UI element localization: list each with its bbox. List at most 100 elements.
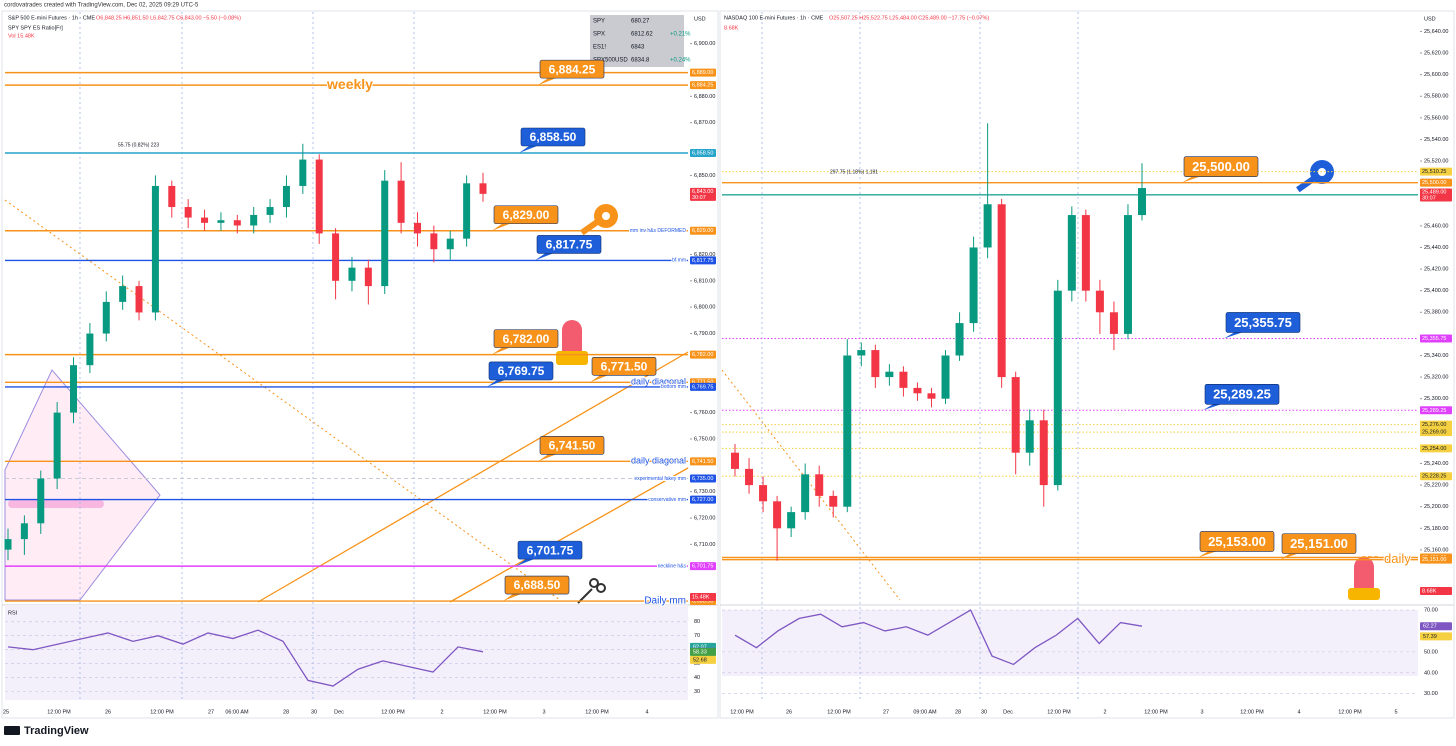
callout-tail <box>538 454 556 462</box>
currency: USD <box>1424 16 1436 22</box>
callout-tail <box>1280 553 1298 560</box>
axis-tag-label: 6,817.75 <box>692 258 713 264</box>
axis-tag-label: 25,289.25 <box>1422 408 1446 414</box>
candle-body <box>857 350 866 356</box>
watch-symbol: SPX500USD <box>593 58 628 64</box>
y-tick-label: 6,730.00 <box>694 489 715 495</box>
x-tick-label: 28 <box>955 709 961 715</box>
currency: USD <box>694 16 706 22</box>
candle-body <box>479 183 487 194</box>
candle-body <box>135 286 143 313</box>
indicator-title: SPY SPY ES Ratio[Fr] <box>8 25 63 31</box>
rsi-tag-label: 62.27 <box>1423 624 1437 630</box>
watch-price: 6834.8 <box>631 58 650 64</box>
y-tick-label: 6,750.00 <box>694 436 715 442</box>
candle-body <box>119 286 127 302</box>
level-note: daily <box>1384 551 1411 566</box>
measure-annotation: 55.75 (0.82%) 223 <box>118 142 159 148</box>
x-tick-label: 30 <box>311 709 317 715</box>
y-tick-label: 25,200.00 <box>1424 504 1448 510</box>
candle-body <box>381 180 389 287</box>
rsi-tick-label: 40.00 <box>1424 670 1438 676</box>
y-tick-label: 25,580.00 <box>1424 94 1448 100</box>
candle-body <box>1138 188 1146 216</box>
x-tick-label: 3 <box>1200 709 1203 715</box>
callout-tail <box>519 146 537 154</box>
axis-tag-label: 25,510.25 <box>1422 169 1446 175</box>
x-tick-label: 12:00 PM <box>827 709 851 715</box>
callout-tail <box>503 594 521 602</box>
brand-logo <box>4 726 20 735</box>
level-note: conservative mm <box>648 497 686 503</box>
candle-body <box>1067 215 1076 291</box>
callout-box <box>1199 531 1275 552</box>
x-tick-label: 12:00 PM <box>150 709 174 715</box>
rsi-tick-label: 80 <box>694 619 700 625</box>
rsi-tag <box>690 655 716 664</box>
rsi-tick-label: 70.00 <box>1424 607 1438 613</box>
callout-label: 6,858.50 <box>530 130 577 144</box>
rsi-tick-label: 70 <box>694 633 700 639</box>
candle-body <box>913 387 922 394</box>
caption: cordovatrades created with TradingView.c… <box>4 3 199 9</box>
axis-tag <box>690 256 716 265</box>
volume-tag <box>1420 587 1452 595</box>
level-note: bottom mm <box>661 384 686 390</box>
callout-label: 6,884.25 <box>549 62 596 76</box>
y-tick-label: 6,900.00 <box>694 41 715 47</box>
candle-body <box>332 233 340 281</box>
x-tick-label: 26 <box>786 709 792 715</box>
y-tick-label: 6,710.00 <box>694 542 715 548</box>
callout-label: 6,829.00 <box>503 208 550 222</box>
axis-tag-label: 25,254.00 <box>1422 446 1446 452</box>
axis-tag-label: 6,688.50 <box>692 598 713 604</box>
candle-body <box>201 217 209 223</box>
candle-body <box>745 468 754 486</box>
candle-body <box>102 301 110 334</box>
candle-body <box>86 333 94 366</box>
axis-tag <box>1420 555 1452 564</box>
axis-tag-label: 6,701.75 <box>692 564 713 570</box>
callout-box <box>1183 156 1259 177</box>
candle-body <box>348 267 356 281</box>
axis-tag-label: 25,151.00 <box>1422 557 1446 563</box>
symbol-title: NASDAQ 100 E-mini Futures · 1h · CME <box>724 15 824 21</box>
rsi-background <box>722 610 1418 676</box>
rsi-tag-label: 62.07 <box>693 644 707 650</box>
candle-body <box>1081 215 1090 291</box>
brand: TradingView <box>24 725 89 737</box>
x-tick-label: 12:00 PM <box>585 709 609 715</box>
level-note: daily diagonal <box>631 377 686 387</box>
candle-body <box>37 478 45 524</box>
candle-body <box>1039 420 1048 486</box>
callout-tail <box>492 223 510 231</box>
candle-body <box>446 238 454 250</box>
watch-price: 680.27 <box>631 19 650 25</box>
candle-body <box>969 247 978 324</box>
x-tick-label: 12:00 PM <box>1338 709 1362 715</box>
axis-tag-label: 6,769.75 <box>692 384 713 390</box>
diagonal-dotted <box>721 369 901 601</box>
axis-tag-label: 25,276.00 <box>1422 422 1446 428</box>
watch-price: 6812.62 <box>631 32 653 38</box>
callout-tail <box>1224 332 1242 339</box>
callout-box <box>1204 384 1280 405</box>
x-tick-label: Dec <box>334 709 344 715</box>
watch-change: +0.21% <box>670 32 691 38</box>
y-tick-label: 25,340.00 <box>1424 353 1448 359</box>
candle-body <box>787 512 796 529</box>
callout-tail <box>538 78 556 86</box>
candle-body <box>731 452 739 469</box>
axis-tag <box>1420 406 1452 415</box>
y-tick-label: 25,180.00 <box>1424 526 1448 532</box>
watch-symbol: SPX <box>593 32 605 38</box>
y-tick-label: 25,560.00 <box>1424 115 1448 121</box>
candle-body <box>1095 290 1104 313</box>
y-tick-label: 6,720.00 <box>694 515 715 521</box>
callout-box <box>539 59 605 79</box>
axis-tag <box>1420 334 1452 343</box>
candle-body <box>1011 377 1020 453</box>
level-note: daily diagonal <box>631 456 686 466</box>
axis-tag <box>690 226 716 235</box>
